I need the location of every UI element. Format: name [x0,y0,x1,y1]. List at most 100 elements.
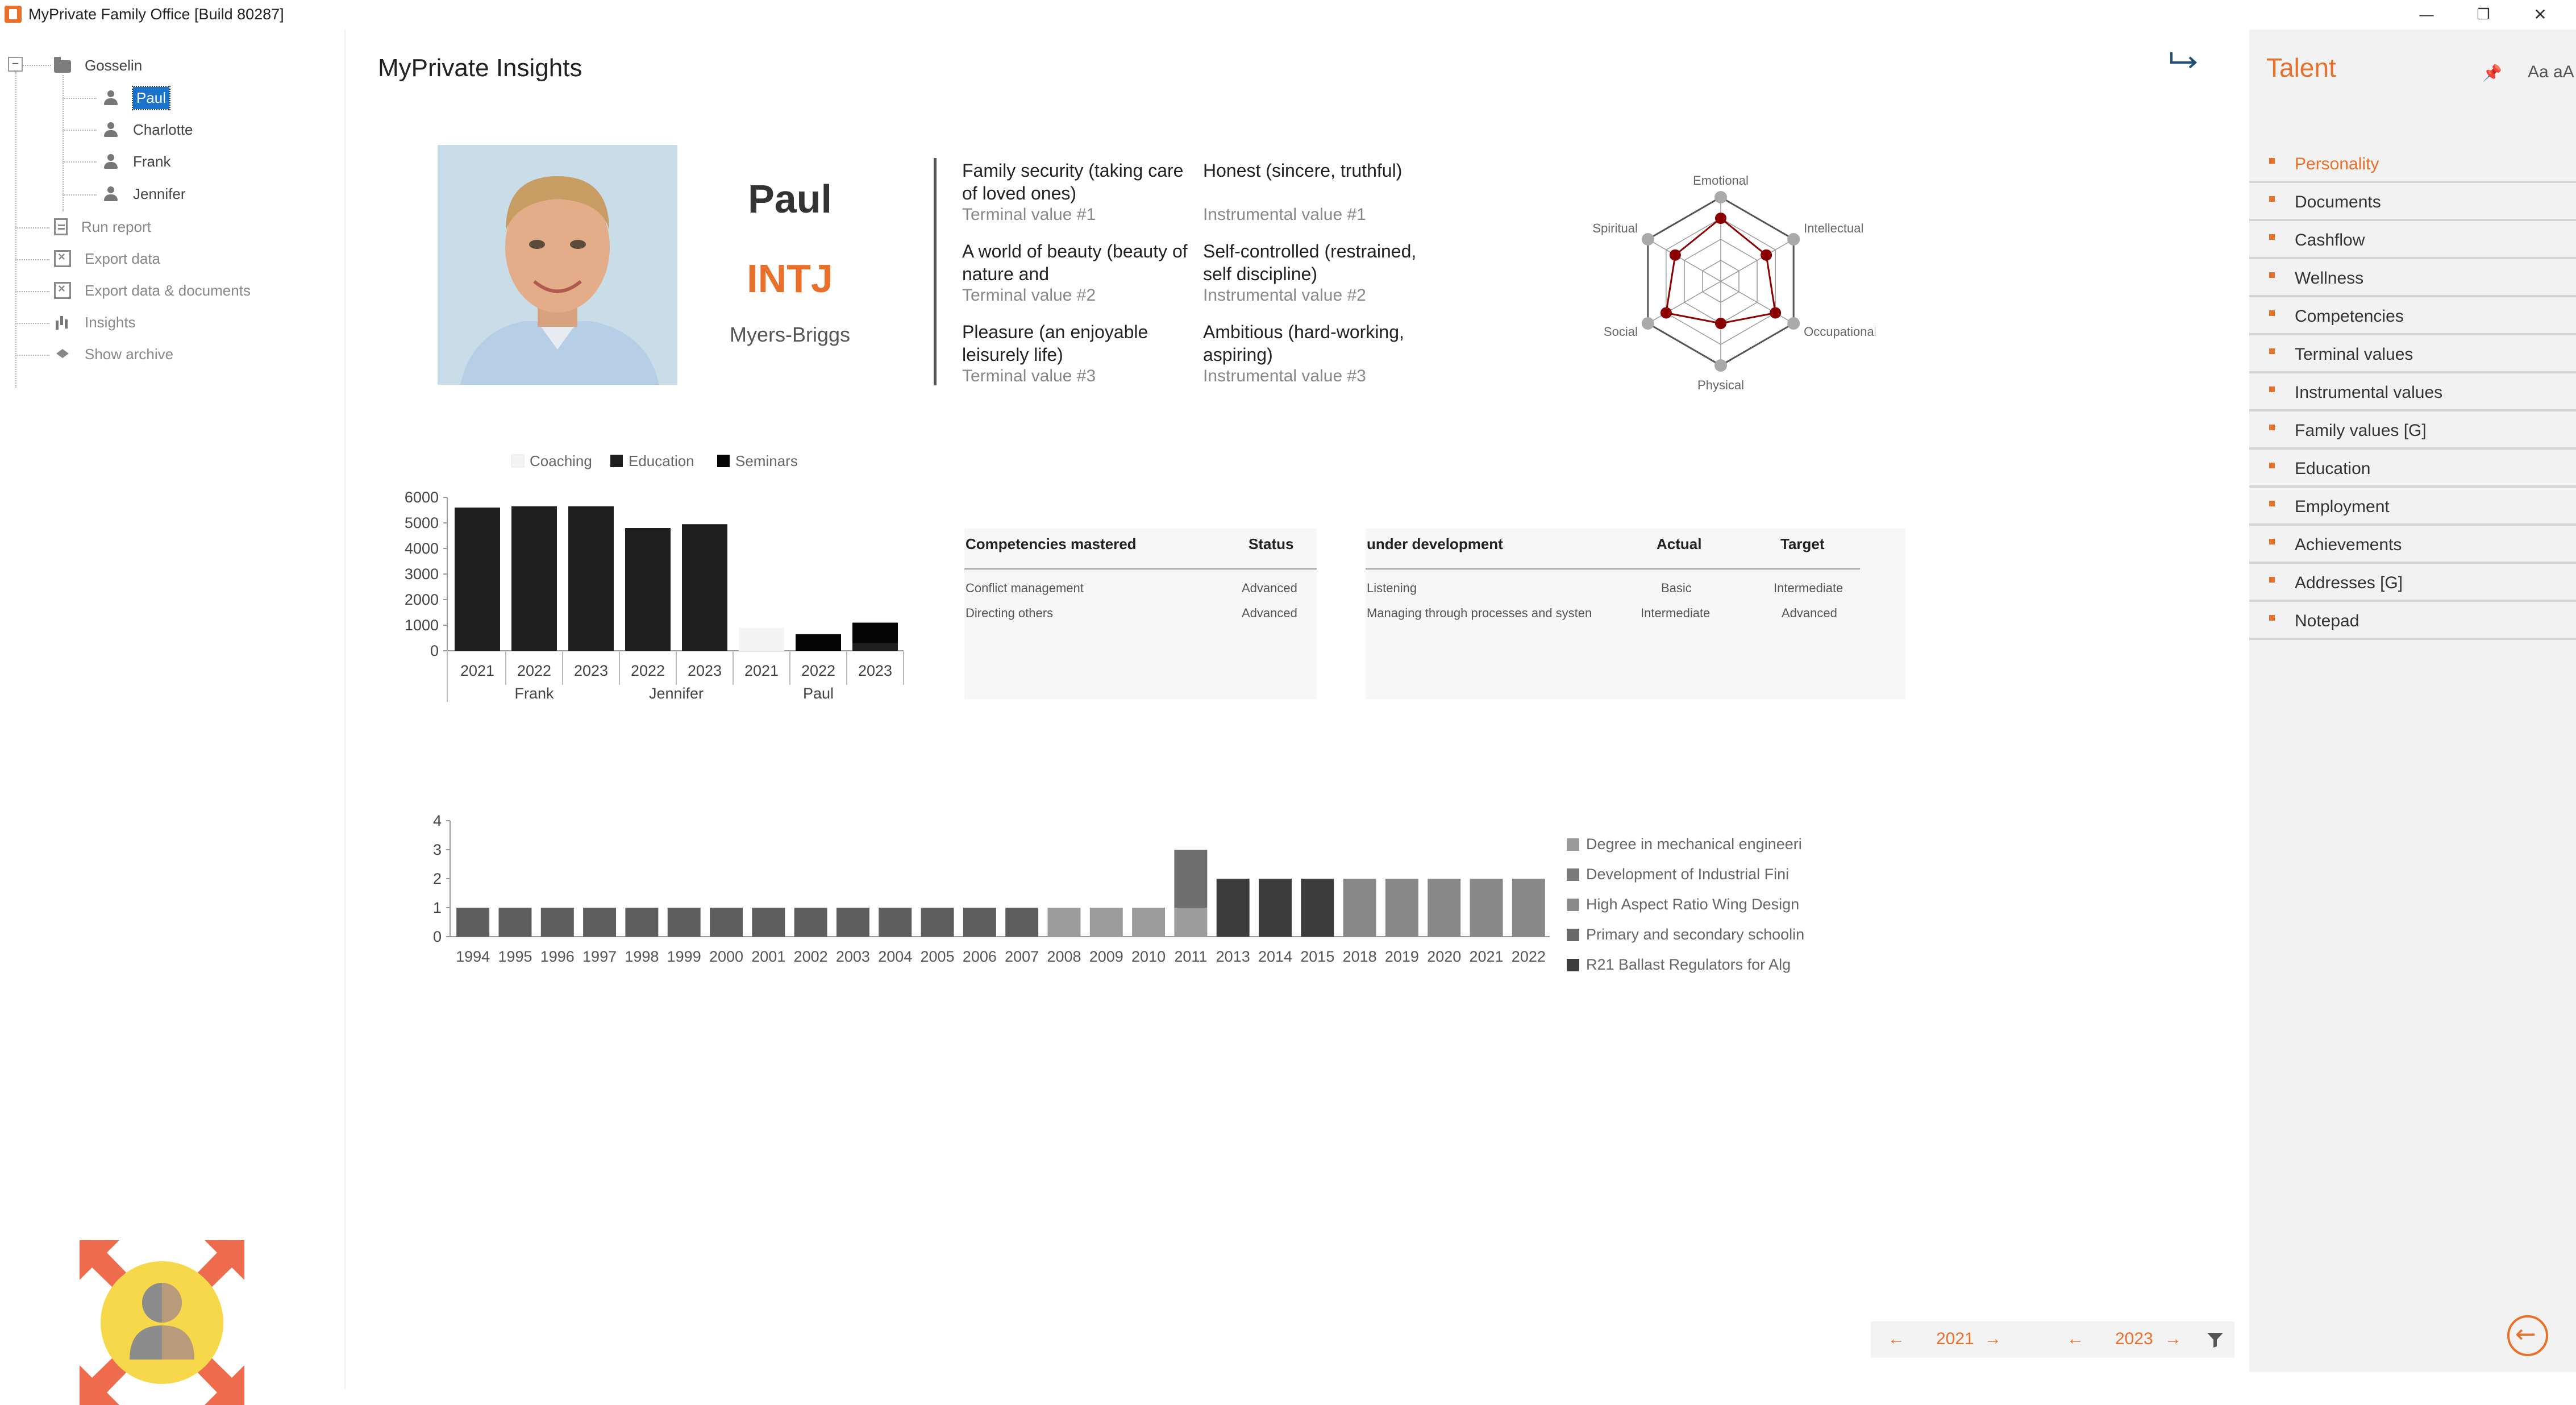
legend-label: High Aspect Ratio Wing Design [1586,896,1800,913]
x-tick-label: 1998 [625,948,659,965]
y-tick-label: 1 [433,899,442,916]
x-tick-label: 2019 [1385,948,1419,965]
nav-item-documents[interactable]: Documents [2249,185,2576,221]
radar-spoke [1720,281,1794,324]
y-tick-label: 0 [433,928,442,945]
nav-item-family-values[interactable]: Family values [G] [2249,413,2576,450]
legend-label: R21 Ballast Regulators for Alg [1586,956,1791,973]
group-label: Paul [803,685,834,702]
bar [1047,908,1081,937]
bar [739,627,784,651]
terminal-value-1: Family security (taking care of loved on… [962,159,1189,225]
from-year-prev-button[interactable]: ← [1888,1329,1905,1348]
nav-item-employment[interactable]: Employment [2249,489,2576,526]
x-tick-label: 2014 [1258,948,1292,965]
x-tick-label: 1995 [498,948,532,965]
bar [796,634,841,651]
legend-item: High Aspect Ratio Wing Design [1567,896,1799,913]
x-tick-label: 2022 [517,662,551,679]
table-cell: Intermediate [1774,581,1843,595]
x-tick-label: 2010 [1131,948,1166,965]
value-text: A world of beauty (beauty of nature and [962,241,1188,284]
wellness-radar-chart: Emotional Intellectual Occupational Physica… [1592,173,1875,392]
x-tick-label: 2001 [751,948,785,965]
nav-item-wellness[interactable]: Wellness [2249,261,2576,297]
x-tick-label: 2020 [1427,948,1461,965]
nav-item-terminal-values[interactable]: Terminal values [2249,337,2576,373]
minimize-button[interactable]: — [2419,5,2434,24]
bar [540,908,574,937]
tree-node-paul[interactable]: Paul [102,84,171,112]
collapse-toggle[interactable]: − [8,57,23,72]
instrumental-value-2: Self-controlled (restrained, self discip… [1203,240,1430,306]
bar [625,908,659,937]
value-rank: Terminal value #2 [962,286,1096,305]
instrumental-value-1: Honest (sincere, truthful) [1203,159,1430,182]
nav-item-instrumental-values[interactable]: Instrumental values [2249,375,2576,411]
bar [710,908,743,937]
to-year-prev-button[interactable]: ← [2067,1329,2084,1348]
x-tick-label: 2011 [1174,948,1207,965]
nav-item-notepad[interactable]: Notepad [2249,604,2576,640]
nav-item-education[interactable]: Education [2249,451,2576,488]
export-data-action[interactable]: Export data [54,244,160,273]
x-tick-label: 2002 [794,948,828,965]
legend-label: Degree in mechanical engineeri [1586,835,1802,853]
legend-item: R21 Ballast Regulators for Alg [1567,956,1791,974]
table-cell: Managing through processes and systen [1367,606,1592,620]
nav-item-addresses[interactable]: Addresses [G] [2249,566,2576,602]
nav-label: Wellness [2295,269,2364,288]
bar [1216,879,1250,937]
close-button[interactable]: ✕ [2533,5,2547,24]
restore-button[interactable]: ❐ [2477,6,2490,23]
bar [1301,879,1334,937]
font-size-toggle[interactable]: Aa aA [2528,63,2574,81]
show-archive-action[interactable]: Show archive [54,340,173,368]
action-label: Export data [85,250,160,267]
radar-axis-label: Occupational [1804,325,1875,339]
nav-item-achievements[interactable]: Achievements [2249,527,2576,564]
bullet-icon [2269,196,2275,202]
value-rank: Instrumental value #3 [1203,367,1366,385]
nav-item-cashflow[interactable]: Cashflow [2249,223,2576,259]
x-tick-label: 2022 [801,662,835,679]
legend-swatch [1567,898,1579,911]
to-year-next-button[interactable]: → [2165,1329,2182,1348]
pin-icon[interactable]: 📌 [2482,64,2502,82]
nav-item-competencies[interactable]: Competencies [2249,299,2576,335]
bar [1005,908,1039,937]
tree-connector [15,323,49,324]
bullet-icon [2269,463,2275,468]
bar [1259,879,1292,937]
from-year-next-button[interactable]: → [1984,1329,2001,1348]
bullet-icon [2269,272,2275,278]
tree-node-charlotte[interactable]: Charlotte [102,115,193,144]
tree-node-gosselin[interactable]: Gosselin [54,51,142,80]
filter-icon[interactable] [2206,1332,2224,1349]
expand-avatar-logo[interactable] [80,1240,244,1405]
bullet-icon [2269,425,2275,430]
run-report-action[interactable]: Run report [54,213,151,241]
tree-node-frank[interactable]: Frank [102,147,170,176]
nav-label: Competencies [2295,307,2404,326]
back-button[interactable] [2507,1315,2548,1356]
profile-photo [438,145,677,385]
action-label: Run report [81,218,151,235]
bullet-icon [2269,501,2275,506]
export-data-documents-action[interactable]: Export data & documents [54,276,251,305]
bar [752,908,785,937]
mbti-type: INTJ [747,256,833,301]
nav-label: Education [2295,459,2371,478]
nav-item-personality[interactable]: Personality [2249,147,2576,183]
swap-arrow-icon[interactable] [2168,50,2199,75]
x-tick-label: 2022 [1512,948,1546,965]
insights-action[interactable]: Insights [54,308,136,336]
bar [879,908,912,937]
nav-label: Addresses [G] [2295,573,2403,592]
y-tick-label: 3000 [405,566,439,583]
bar [836,908,869,937]
tree-node-jennifer[interactable]: Jennifer [102,180,186,208]
app-logo-icon [5,6,22,23]
action-label: Show archive [85,345,174,363]
radar-axis-label: Physical [1697,378,1744,392]
